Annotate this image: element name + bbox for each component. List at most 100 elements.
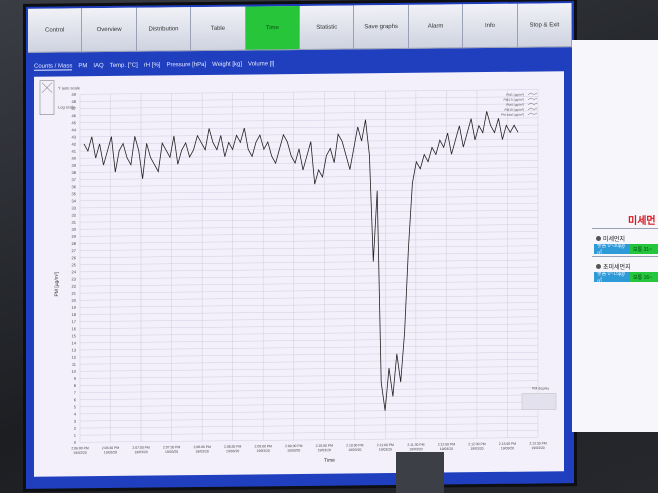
y-tick-label: 21	[72, 291, 77, 296]
y-tick-label: 45	[72, 120, 77, 125]
bullet-icon-2	[596, 264, 601, 269]
grid-line-h	[80, 401, 538, 407]
y-tick-label: 28	[72, 241, 77, 246]
grid-line-h	[80, 195, 538, 202]
y-tick-label: 44	[72, 127, 77, 132]
legend-entry: PM total (µg/m³)	[501, 113, 524, 117]
tab-info[interactable]: Info	[463, 3, 518, 49]
y-tick-label: 42	[72, 142, 77, 147]
bottom-legend-label: PM display	[532, 386, 549, 390]
tab-distribution[interactable]: Distribution	[136, 7, 192, 52]
y-tick-label: 41	[72, 149, 77, 154]
y-tick-label: 25	[72, 262, 77, 267]
grid-line-h	[80, 344, 538, 351]
y-tick-label: 29	[72, 234, 77, 239]
grid-line-h	[80, 103, 538, 109]
chart-legend: PM1 (µg/m³)PM2.5 (µg/m³)PM4 (µg/m³)PM10 …	[501, 92, 538, 117]
tab-alarm[interactable]: Alarm	[408, 4, 464, 49]
bottom-legend-box[interactable]	[521, 393, 557, 410]
legend-swatch	[527, 92, 538, 95]
y-tick-label: 26	[72, 255, 77, 260]
y-tick-label: 15	[72, 333, 77, 338]
grid-line-h	[80, 330, 538, 336]
y-tick-label: 31	[72, 220, 77, 225]
y-tick-label: 11	[72, 362, 77, 367]
grid-line-h	[80, 302, 538, 308]
grid-line-h	[80, 224, 538, 230]
subtab-weight[interactable]: Weight [kg]	[212, 61, 243, 68]
pm25-good-badge: 좋음 0~15㎍/㎥	[594, 271, 630, 284]
y-tick-label: 0	[74, 440, 77, 445]
grid-line-h	[80, 117, 538, 123]
side-item-pm10: 미세먼지	[603, 237, 626, 243]
subtab-iaq[interactable]: IAQ	[93, 63, 104, 70]
chart-area: 0 1 2 3 4 5 6 7 8 9 10 11 12 13 14 15 16 17 18 19 20 21 22 23 24…	[34, 71, 564, 477]
x-tick-label: 19/03/20	[104, 450, 117, 454]
tab-stop-exit[interactable]: Stop & Exit	[517, 3, 573, 48]
grid-line-h	[80, 380, 538, 386]
x-tick-label: 19/03/20	[379, 448, 392, 452]
auto-scale-label: Y auto scale	[58, 85, 81, 90]
subtab-temp[interactable]: Temp. [°C]	[109, 62, 138, 69]
y-tick-label: 47	[72, 106, 77, 111]
grid-line-h	[80, 181, 538, 187]
grid-line-h	[80, 430, 538, 436]
x-tick-label: 2:09:00 PM	[255, 444, 273, 448]
auto-scale-check-mark	[41, 82, 53, 93]
subtab-rh[interactable]: rH [%]	[143, 62, 161, 69]
y-tick-label: 7	[74, 390, 77, 395]
grid-line-h	[80, 323, 538, 329]
legend-swatch	[527, 97, 538, 100]
x-tick-label: 2:06:00 PM	[71, 446, 89, 450]
grid-line-h	[80, 423, 538, 429]
grid-line-h	[80, 281, 538, 287]
y-tick-label: 30	[72, 227, 77, 232]
legend-swatch	[527, 107, 538, 110]
tab-overview[interactable]: Overview	[82, 7, 137, 53]
grid-line-h	[80, 231, 538, 237]
x-tick-label: 19/03/20	[226, 449, 239, 453]
grid-line-h	[80, 359, 538, 365]
x-tick-label: 2:06:30 PM	[102, 446, 120, 450]
y-axis-label: PM [µg/m³]	[54, 271, 60, 296]
y-tick-label: 6	[74, 397, 77, 402]
grid-line-h	[80, 188, 538, 194]
grid-line-h	[80, 110, 538, 116]
tab-save-graphs[interactable]: Save graphs	[354, 4, 409, 50]
y-tick-label: 3	[74, 419, 77, 424]
subtab-pm[interactable]: PM	[78, 63, 88, 70]
y-tick-label: 36	[72, 184, 77, 189]
tab-time[interactable]: Time	[245, 5, 301, 51]
grid-line-h	[80, 394, 538, 400]
y-tick-label: 37	[72, 177, 77, 182]
tab-table[interactable]: Table	[191, 6, 246, 52]
tab-statistic[interactable]: Statistic	[300, 5, 355, 50]
y-tick-label: 34	[72, 198, 77, 203]
subtab-pressure[interactable]: Pressure [hPa]	[166, 61, 207, 69]
x-tick-label: 19/03/20	[409, 447, 422, 451]
subtab-volume[interactable]: Volume [l]	[248, 61, 275, 68]
grid-line-h	[80, 153, 538, 159]
subtab-counts-mass[interactable]: Counts / Mass	[34, 62, 73, 71]
y-tick-label: 10	[72, 369, 77, 374]
tab-control[interactable]: Control	[28, 8, 83, 53]
grid-line-h	[80, 202, 538, 209]
x-tick-label: 19/03/20	[531, 446, 544, 450]
grid-line-h	[80, 238, 538, 244]
pm-series-line	[83, 111, 519, 411]
y-tick-label: 24	[72, 269, 77, 274]
grid-line-h	[80, 337, 538, 344]
side-title: 미세먼	[628, 216, 656, 227]
x-tick-label: 2:12:00 PM	[438, 442, 456, 446]
y-tick-label: 35	[72, 191, 77, 196]
y-tick-label: 27	[72, 248, 77, 253]
y-tick-label: 38	[72, 170, 77, 175]
x-tick-label: 19/03/20	[287, 448, 300, 452]
pm10-normal-badge: 보통 31~	[630, 244, 658, 254]
pm-time-chart: 0123456789101112131415161718192021222324…	[39, 80, 557, 464]
y-tick-label: 18	[72, 312, 77, 317]
grid-line-h	[80, 245, 538, 251]
side-item-pm25: 초미세먼지	[603, 265, 631, 271]
x-tick-label: 2:10:00 PM	[316, 444, 334, 448]
y-tick-label: 20	[72, 298, 77, 303]
